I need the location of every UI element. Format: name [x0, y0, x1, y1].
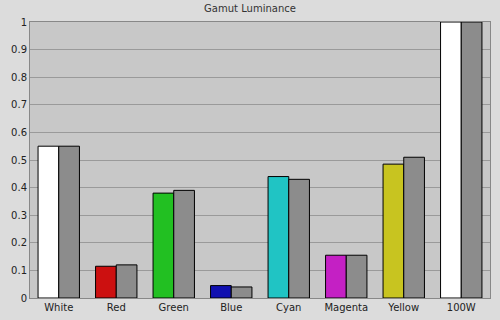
svg-text:Green: Green	[159, 302, 189, 313]
svg-text:Red: Red	[107, 302, 126, 313]
svg-text:0.1: 0.1	[11, 265, 27, 276]
svg-text:Magenta: Magenta	[324, 302, 368, 313]
svg-text:Gamut Luminance: Gamut Luminance	[204, 3, 296, 14]
svg-text:0.2: 0.2	[11, 237, 27, 248]
svg-text:Blue: Blue	[220, 302, 242, 313]
svg-text:Cyan: Cyan	[276, 302, 301, 313]
svg-text:0.8: 0.8	[11, 72, 27, 83]
svg-text:0.3: 0.3	[11, 210, 27, 221]
svg-text:0.5: 0.5	[11, 155, 27, 166]
svg-text:0.7: 0.7	[11, 99, 27, 110]
svg-text:0.9: 0.9	[11, 44, 27, 55]
svg-text:Yellow: Yellow	[387, 302, 419, 313]
svg-text:0: 0	[21, 293, 27, 304]
svg-text:0.4: 0.4	[11, 182, 27, 193]
svg-text:White: White	[44, 302, 73, 313]
svg-text:1: 1	[21, 17, 27, 28]
svg-text:0.6: 0.6	[11, 127, 27, 138]
svg-text:100W: 100W	[447, 302, 476, 313]
